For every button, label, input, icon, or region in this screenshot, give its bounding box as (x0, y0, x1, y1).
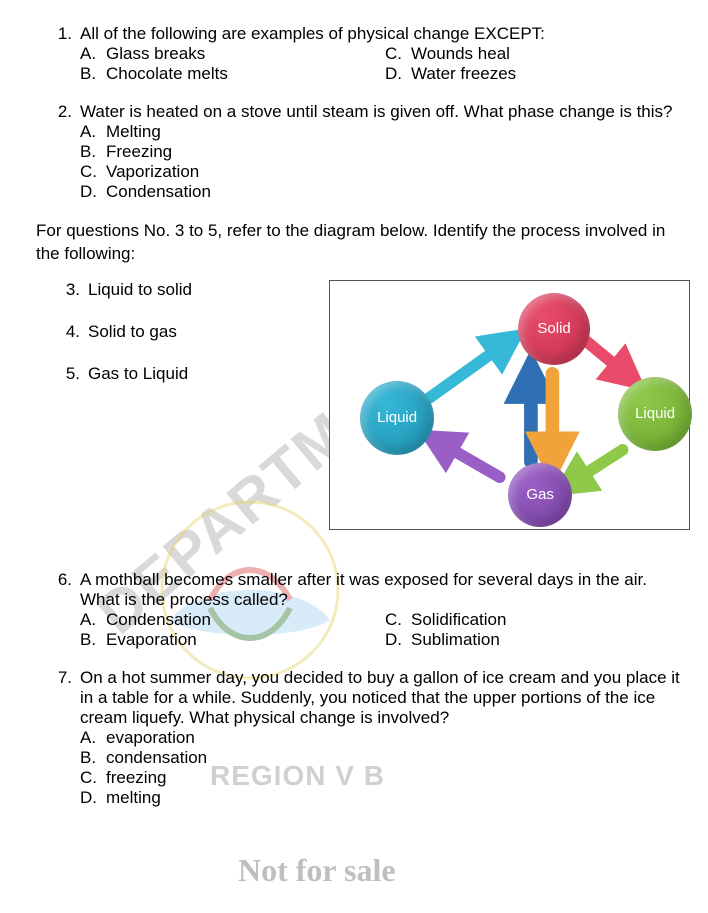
question-7: 7. On a hot summer day, you decided to b… (18, 668, 690, 808)
question-4: 4. Solid to gas (52, 322, 325, 342)
question-6: 6. A mothball becomes smaller after it w… (18, 570, 690, 650)
option-text: condensation (106, 748, 207, 768)
option-text: Wounds heal (411, 44, 510, 64)
question-1: 1. All of the following are examples of … (18, 24, 690, 84)
question-3: 3. Liquid to solid (52, 280, 325, 300)
question-stem: On a hot summer day, you decided to buy … (80, 668, 690, 728)
option-label: D. (385, 64, 411, 84)
option-label: A. (80, 44, 106, 64)
diagram-node-liquidR: Liquid (618, 377, 692, 451)
option-label: D. (80, 788, 106, 808)
option-label: C. (385, 610, 411, 630)
question-2: 2. Water is heated on a stove until stea… (18, 102, 690, 202)
diagram-arrow (568, 450, 623, 485)
option-text: Evaporation (106, 630, 197, 650)
diagram-node-gas: Gas (508, 463, 572, 527)
question-number: 1. (18, 24, 80, 84)
option-label: D. (80, 182, 106, 202)
question-stem: Solid to gas (88, 322, 177, 342)
question-stem: All of the following are examples of phy… (80, 24, 690, 44)
option-text: Vaporization (106, 162, 199, 182)
diagram-arrow (428, 341, 510, 400)
question-number: 2. (18, 102, 80, 202)
question-stem: Gas to Liquid (88, 364, 188, 384)
option-label: B. (80, 630, 106, 650)
question-number: 3. (52, 280, 88, 300)
option-label: C. (80, 162, 106, 182)
option-text: Melting (106, 122, 161, 142)
diagram-node-liquidL: Liquid (360, 381, 434, 455)
option-label: D. (385, 630, 411, 650)
question-5: 5. Gas to Liquid (52, 364, 325, 384)
option-label: C. (385, 44, 411, 64)
question-stem: A mothball becomes smaller after it was … (80, 570, 690, 610)
question-stem: Water is heated on a stove until steam i… (80, 102, 690, 122)
option-text: Freezing (106, 142, 172, 162)
option-text: Chocolate melts (106, 64, 228, 84)
option-label: C. (80, 768, 106, 788)
question-number: 5. (52, 364, 88, 384)
option-label: A. (80, 610, 106, 630)
question-number: 6. (18, 570, 80, 650)
option-text: Solidification (411, 610, 506, 630)
option-label: A. (80, 728, 106, 748)
question-number: 7. (18, 668, 80, 808)
instruction-text: For questions No. 3 to 5, refer to the d… (36, 220, 690, 266)
option-text: Sublimation (411, 630, 500, 650)
option-text: evaporation (106, 728, 195, 748)
phase-change-diagram: Solid Liquid Liquid Gas (329, 280, 690, 530)
option-text: Glass breaks (106, 44, 205, 64)
option-text: Condensation (106, 182, 211, 202)
question-number: 4. (52, 322, 88, 342)
option-label: B. (80, 64, 106, 84)
watermark-not-for-sale: Not for sale (238, 852, 396, 889)
option-label: B. (80, 748, 106, 768)
option-text: Condensation (106, 610, 211, 630)
option-text: Water freezes (411, 64, 516, 84)
option-label: B. (80, 142, 106, 162)
diagram-arrow (586, 341, 631, 378)
option-text: freezing (106, 768, 166, 788)
option-label: A. (80, 122, 106, 142)
diagram-node-solid: Solid (518, 293, 590, 365)
question-stem: Liquid to solid (88, 280, 192, 300)
diagram-block: 3. Liquid to solid 4. Solid to gas 5. Ga… (18, 280, 690, 530)
option-text: melting (106, 788, 161, 808)
diagram-arrow (435, 440, 499, 477)
